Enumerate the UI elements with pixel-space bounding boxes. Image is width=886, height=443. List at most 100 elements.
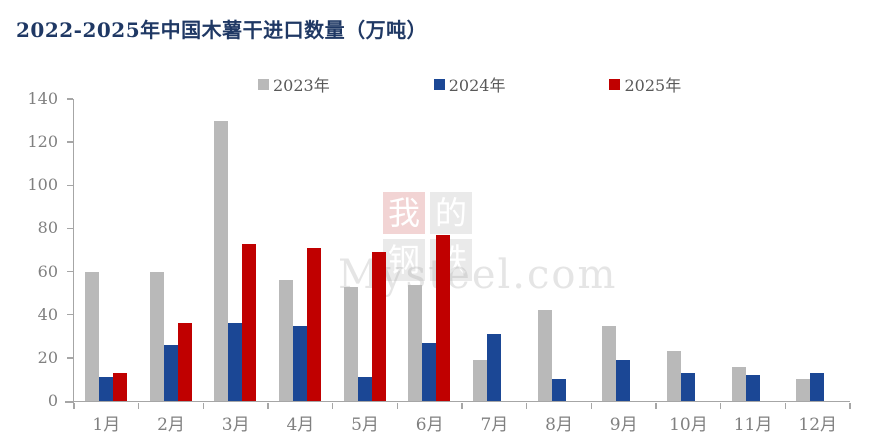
- bar-2023年-4月: [279, 280, 294, 401]
- x-axis-label: 2月: [157, 415, 185, 435]
- legend-item-2024年: 2024年: [433, 72, 506, 96]
- bar-group-9月: 9月: [591, 99, 656, 435]
- y-axis-label: 80: [37, 218, 58, 238]
- y-axis-label: 0: [47, 391, 58, 410]
- y-axis-tick: [66, 141, 73, 143]
- bar-2025年-4月: [307, 247, 322, 401]
- bar-2024年-3月: [228, 323, 243, 401]
- y-axis-label: 60: [37, 261, 58, 281]
- bar-group-7月: 7月: [462, 99, 527, 435]
- legend-swatch-icon: [433, 78, 445, 90]
- bar-2023年-3月: [214, 120, 229, 401]
- y-axis-tick: [66, 357, 73, 359]
- x-axis-tick: [849, 402, 851, 409]
- bar-2023年-10月: [667, 351, 682, 401]
- bar-2025年-1月: [113, 372, 127, 401]
- bar-2025年-2月: [177, 323, 192, 401]
- legend-item-2023年: 2023年: [258, 72, 330, 96]
- bar-2025年-5月: [371, 252, 386, 401]
- x-axis-label: 7月: [480, 415, 509, 435]
- x-axis-label: 12月: [798, 415, 838, 435]
- watermark-block: 的: [430, 192, 472, 234]
- y-axis-label: 100: [27, 175, 58, 195]
- bar-2023年-12月: [796, 379, 811, 401]
- y-axis-tick: [66, 270, 73, 273]
- x-axis-tick: [655, 402, 657, 409]
- bar-2025年-3月: [242, 243, 257, 401]
- bar-2024年-2月: [163, 344, 178, 401]
- x-axis-label: 8月: [545, 415, 573, 435]
- bar-2023年-1月: [85, 271, 99, 401]
- y-axis-tick: [66, 227, 73, 230]
- bar-2024年-9月: [616, 360, 631, 401]
- x-axis-label: 3月: [221, 415, 250, 435]
- bar-group-10月: 10月: [656, 99, 721, 435]
- watermark-block: 钢: [383, 239, 425, 281]
- bar-2023年-7月: [473, 360, 488, 401]
- x-axis-tick: [719, 402, 722, 409]
- x-axis-tick: [461, 402, 463, 409]
- legend-swatch-icon: [609, 78, 621, 90]
- bar-2023年-11月: [731, 366, 746, 401]
- chart-title: 2022-2025年中国木薯干进口数量（万吨）: [16, 18, 428, 42]
- bar-group-8月: 8月: [527, 99, 592, 435]
- bar-group-5月: 5月: [333, 99, 398, 435]
- x-axis-tick: [137, 402, 140, 409]
- bar-2024年-7月: [487, 334, 502, 401]
- y-axis-tick: [66, 313, 73, 316]
- legend-label: 2023年: [273, 76, 330, 95]
- bar-2024年-12月: [810, 372, 825, 401]
- legend-label: 2024年: [448, 76, 506, 95]
- x-axis-tick: [202, 402, 205, 409]
- bar-2024年-8月: [551, 379, 566, 401]
- legend-item-2025年: 2025年: [609, 72, 681, 96]
- bar-2024年-4月: [293, 325, 308, 401]
- x-axis-line-extension: [65, 401, 74, 403]
- legend-label: 2025年: [624, 76, 682, 95]
- x-axis-tick: [331, 402, 334, 409]
- chart-legend: 2023年 2024年 2025年: [258, 72, 785, 96]
- x-axis-label: 5月: [351, 415, 379, 435]
- bar-2024年-1月: [99, 377, 113, 401]
- bar-group-1月: 1月: [74, 99, 139, 435]
- bar-group-2月: 2月: [139, 99, 204, 435]
- y-axis-label: 120: [27, 132, 58, 152]
- bar-2024年-5月: [357, 377, 372, 401]
- bar-2024年-11月: [745, 375, 760, 401]
- legend-swatch-icon: [258, 78, 269, 90]
- x-axis-label: 11月: [733, 415, 773, 435]
- x-axis-tick: [784, 402, 787, 409]
- x-axis-tick: [396, 402, 399, 409]
- bar-2023年-9月: [602, 325, 617, 401]
- bar-groups: 1月 2月 3月 4月 5月 6月 7月 8月 9月 10月 11月 12月: [74, 99, 850, 435]
- x-axis-label: 1月: [92, 415, 121, 435]
- x-axis-tick: [267, 402, 269, 409]
- y-axis-label: 140: [27, 89, 58, 108]
- x-axis-tick: [525, 402, 528, 409]
- bar-2023年-6月: [408, 284, 423, 401]
- y-axis-tick: [66, 98, 73, 100]
- bar-group-4月: 4月: [268, 99, 333, 435]
- x-axis-label: 10月: [669, 415, 708, 435]
- x-axis-label: 4月: [286, 415, 315, 435]
- bar-2024年-6月: [422, 342, 437, 401]
- x-axis-label: 9月: [609, 415, 638, 435]
- plot-area: 1月 2月 3月 4月 5月 6月 7月 8月 9月 10月 11月 12月 0 20 40 60 80 100…: [27, 89, 851, 435]
- bar-2024年-10月: [681, 372, 696, 401]
- y-axis-label: 20: [37, 347, 58, 367]
- y-axis-tick: [66, 184, 73, 187]
- bar-group-11月: 11月: [721, 99, 786, 435]
- bar-2023年-2月: [149, 271, 164, 401]
- bar-group-6月: 6月: [397, 99, 462, 435]
- bar-2023年-5月: [343, 286, 358, 401]
- bar-2023年-8月: [537, 310, 552, 401]
- x-axis-label: 6月: [415, 415, 444, 435]
- bar-group-12月: 12月: [785, 99, 850, 435]
- bar-2025年-6月: [436, 234, 451, 401]
- bar-group-3月: 3月: [203, 99, 268, 435]
- x-axis-tick: [590, 402, 593, 409]
- x-axis-tick: [73, 402, 75, 409]
- y-axis-label: 40: [37, 304, 58, 324]
- watermark-block: 我: [383, 192, 425, 234]
